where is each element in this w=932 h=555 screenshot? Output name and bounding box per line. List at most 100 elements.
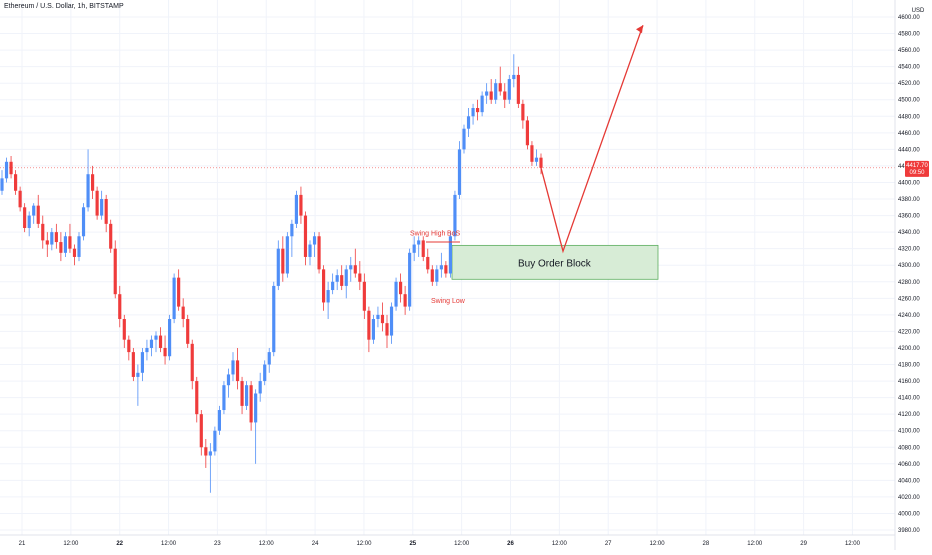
- candle-body: [317, 236, 321, 270]
- candle-body: [539, 157, 543, 168]
- candle-down: [190, 339, 194, 390]
- price-tick-label: 4200.00: [898, 346, 920, 352]
- candle-up: [507, 74, 511, 104]
- candle-up: [154, 331, 158, 353]
- candle-body: [358, 273, 362, 282]
- candle-body: [258, 381, 262, 394]
- candle-body: [145, 347, 149, 353]
- candle-down: [362, 273, 366, 320]
- candle-body: [41, 223, 45, 241]
- candle-up: [0, 170, 4, 195]
- swing-high-label: Swing High: [410, 231, 446, 238]
- candle-body: [371, 319, 375, 340]
- candle-body: [32, 205, 36, 216]
- candle-down: [281, 236, 285, 282]
- candle-body: [471, 108, 475, 117]
- candle-body: [4, 161, 9, 179]
- order-block-zone: [451, 244, 659, 280]
- candle-body: [389, 306, 394, 336]
- candle-up: [471, 103, 475, 125]
- candle-body: [149, 339, 154, 348]
- time-axis: 21 12:00 22 12:00 23 12:00 24 12:00 25 12:00 26 12:…: [0, 534, 895, 547]
- candle-up: [226, 368, 231, 398]
- candle-down: [68, 223, 72, 253]
- candle-body: [399, 281, 403, 295]
- candle-down: [41, 215, 45, 249]
- price-tick-label: 4000.00: [898, 511, 920, 517]
- candle-body: [208, 451, 212, 456]
- price-tick-label: 4320.00: [898, 247, 920, 253]
- candle-up: [63, 232, 67, 257]
- grid-lines: [0, 0, 895, 535]
- time-tick-label: 12:00: [63, 541, 79, 547]
- candle-body: [100, 199, 104, 216]
- price-tick-label: 4380.00: [898, 197, 920, 203]
- price-axis-unit: USD: [912, 8, 925, 14]
- candle-body: [453, 194, 457, 237]
- candle-body: [36, 205, 40, 224]
- candle-up: [331, 273, 335, 295]
- candle-up: [145, 339, 149, 361]
- candle-down: [113, 240, 117, 299]
- last-price-value: 4417.70: [906, 163, 928, 169]
- annotations-layer: Swing High BoS Swing Low: [410, 25, 644, 305]
- candle-body: [344, 269, 348, 286]
- candle-body: [367, 310, 371, 340]
- price-tick-label: 3980.00: [898, 528, 920, 534]
- candle-body: [303, 215, 308, 257]
- candle-up: [86, 149, 90, 212]
- price-tick-label: 4160.00: [898, 379, 920, 385]
- candle-body: [480, 95, 484, 113]
- candle-up: [50, 227, 54, 251]
- candle-body: [81, 207, 86, 237]
- candle-up: [435, 265, 439, 286]
- candle-body: [95, 190, 99, 216]
- candle-body: [435, 269, 439, 282]
- swing-low-label: Swing Low: [431, 298, 466, 305]
- candle-body: [353, 265, 357, 274]
- candle-body: [512, 74, 516, 80]
- candle-down: [476, 99, 480, 121]
- candle-up: [349, 256, 353, 282]
- candle-down: [14, 170, 18, 195]
- candle-down: [91, 165, 95, 200]
- candle-body: [276, 248, 280, 286]
- candle-down: [249, 381, 253, 431]
- candle-up: [263, 360, 267, 386]
- price-tick-label: 4140.00: [898, 396, 920, 402]
- candle-body: [376, 314, 380, 320]
- time-tick-label: 23: [214, 541, 221, 547]
- candle-down: [118, 285, 122, 328]
- candle-body: [0, 178, 4, 191]
- last-price-tag: [905, 160, 929, 177]
- candle-body: [245, 385, 249, 406]
- candle-up: [267, 347, 271, 373]
- candle-down: [317, 232, 321, 274]
- last-price-countdown: 09:50: [909, 170, 925, 176]
- candle-down: [367, 306, 371, 353]
- candle-body: [59, 242, 63, 253]
- time-tick-label: 26: [507, 541, 514, 547]
- price-tick-label: 4180.00: [898, 363, 920, 369]
- candle-body: [249, 385, 253, 423]
- candle-body: [340, 275, 344, 286]
- candle-body: [521, 103, 525, 121]
- candle-body: [9, 161, 13, 175]
- candle-body: [394, 281, 398, 307]
- candle-down: [299, 186, 303, 224]
- candle-body: [177, 277, 181, 307]
- candle-down: [403, 285, 407, 315]
- price-tick-label: 4040.00: [898, 478, 920, 484]
- candle-body: [235, 360, 240, 382]
- candle-up: [231, 352, 235, 382]
- candle-down: [498, 66, 502, 96]
- candle-down: [503, 83, 507, 109]
- candle-body: [294, 194, 298, 224]
- price-tick-label: 4460.00: [898, 131, 920, 137]
- candle-body: [127, 339, 131, 353]
- price-tick-label: 4400.00: [898, 180, 920, 186]
- candle-body: [23, 207, 27, 228]
- candle-body: [466, 116, 471, 129]
